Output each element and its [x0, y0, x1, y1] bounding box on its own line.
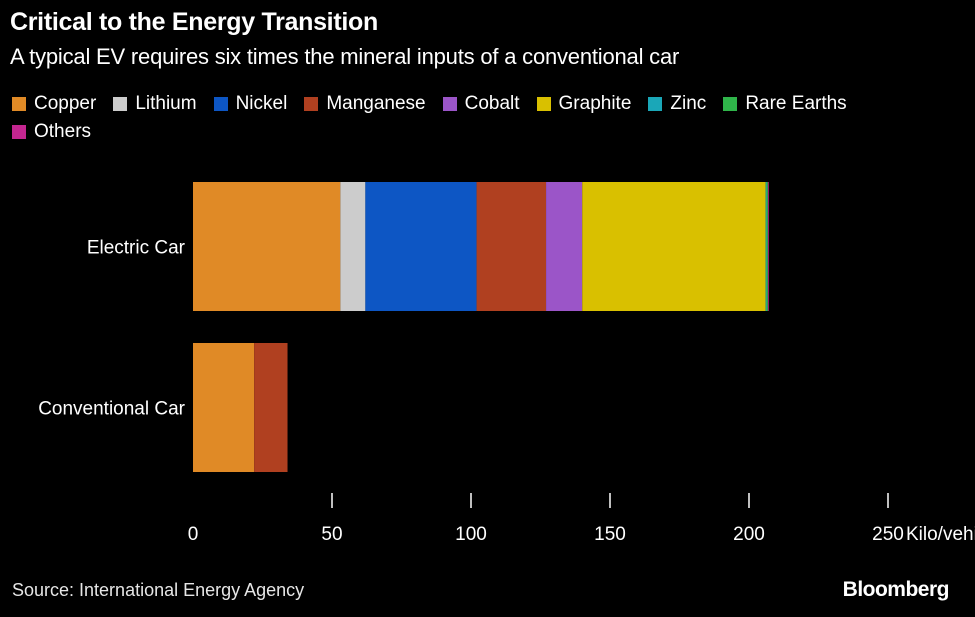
bar-electric-car-zinc	[765, 182, 767, 311]
bar-electric-car-graphite	[582, 182, 766, 311]
chart-title: Critical to the Energy Transition	[10, 8, 378, 36]
source-note: Source: International Energy Agency	[12, 580, 305, 600]
legend-item-graphite: Graphite	[536, 93, 632, 115]
legend-item-others: Others	[12, 121, 91, 143]
legend-item-nickel: Nickel	[213, 93, 288, 115]
bar-electric-car-lithium	[340, 182, 366, 311]
legend-swatch	[113, 97, 128, 111]
chart-legend: Copper Lithium Nickel Manganese Cobalt Graphi…	[12, 93, 912, 143]
bar-electric-car-rare-earths	[766, 182, 768, 311]
bloomberg-logo: Bloomberg	[842, 578, 950, 601]
category-label-conventional-car: Conventional Car	[38, 399, 185, 420]
legend-item-manganese: Manganese	[304, 93, 426, 115]
bar-electric-car-copper	[193, 182, 341, 311]
legend-label: Graphite	[558, 93, 632, 114]
legend-label: Others	[34, 121, 92, 142]
legend-item-zinc: Zinc	[648, 93, 706, 115]
legend-swatch	[12, 125, 26, 139]
x-tick-label: 100	[455, 524, 487, 545]
legend-swatch	[723, 97, 738, 111]
legend-label: Rare Earths	[745, 93, 847, 114]
legend-label: Zinc	[670, 93, 707, 114]
bar-electric-car-cobalt	[546, 182, 583, 311]
legend-item-copper: Copper	[12, 93, 96, 115]
legend-label: Nickel	[235, 93, 288, 114]
legend-label: Manganese	[326, 93, 426, 114]
bar-electric-car-manganese	[476, 182, 547, 311]
legend-item-lithium: Lithium	[113, 93, 197, 115]
legend-label: Copper	[34, 93, 97, 114]
legend-swatch	[304, 97, 319, 111]
legend-swatch	[12, 97, 26, 111]
x-tick-label: 50	[321, 524, 342, 545]
x-tick-label: 150	[594, 524, 626, 545]
bar-electric-car-others	[767, 182, 769, 311]
bar-conventional-car-copper	[193, 343, 255, 472]
x-axis-unit-label: Kilo/vehicle	[906, 524, 975, 545]
x-tick-label: 250	[872, 524, 904, 545]
x-tick-label: 0	[188, 524, 199, 545]
bar-electric-car-nickel	[365, 182, 477, 311]
category-label-electric-car: Electric Car	[87, 238, 186, 259]
bar-conventional-car-manganese	[254, 343, 288, 472]
chart-subtitle: A typical EV requires six times the mine…	[10, 44, 680, 69]
legend-swatch	[536, 97, 551, 111]
legend-swatch	[213, 97, 228, 111]
legend-item-rare-earths: Rare Earths	[723, 93, 847, 115]
legend-item-cobalt: Cobalt	[442, 93, 520, 115]
legend-swatch	[442, 97, 457, 111]
legend-label: Lithium	[135, 93, 197, 114]
x-tick-label: 200	[733, 524, 765, 545]
legend-label: Cobalt	[464, 93, 520, 114]
legend-swatch	[648, 97, 663, 111]
